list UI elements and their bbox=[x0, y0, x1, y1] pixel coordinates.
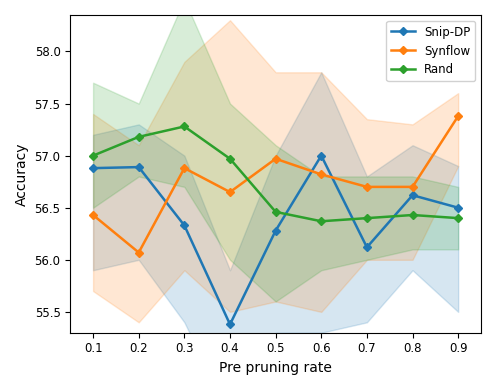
Snip-DP bbox=[90, 166, 96, 170]
Synflow bbox=[90, 213, 96, 217]
Snip-DP bbox=[318, 153, 324, 158]
Line: Snip-DP: Snip-DP bbox=[90, 152, 461, 328]
Synflow bbox=[318, 172, 324, 177]
Rand bbox=[318, 219, 324, 223]
Rand bbox=[182, 124, 187, 129]
Synflow bbox=[182, 166, 187, 170]
Rand bbox=[227, 156, 233, 161]
Legend: Snip-DP, Synflow, Rand: Snip-DP, Synflow, Rand bbox=[386, 21, 475, 81]
Line: Rand: Rand bbox=[90, 123, 461, 224]
Y-axis label: Accuracy: Accuracy bbox=[15, 142, 29, 206]
Rand bbox=[364, 216, 370, 220]
Synflow bbox=[136, 250, 142, 255]
Snip-DP bbox=[273, 228, 279, 233]
Synflow bbox=[227, 190, 233, 195]
Synflow bbox=[410, 184, 416, 189]
Synflow bbox=[273, 156, 279, 161]
Snip-DP bbox=[364, 245, 370, 250]
Synflow bbox=[364, 184, 370, 189]
Rand bbox=[273, 209, 279, 214]
Line: Synflow: Synflow bbox=[90, 113, 461, 255]
Rand bbox=[455, 216, 461, 220]
Snip-DP bbox=[136, 165, 142, 169]
Rand bbox=[136, 135, 142, 139]
Synflow bbox=[455, 114, 461, 119]
Snip-DP bbox=[455, 206, 461, 210]
Rand bbox=[90, 153, 96, 158]
Rand bbox=[410, 213, 416, 217]
X-axis label: Pre pruning rate: Pre pruning rate bbox=[219, 361, 332, 375]
Snip-DP bbox=[227, 322, 233, 327]
Snip-DP bbox=[410, 193, 416, 198]
Snip-DP bbox=[182, 223, 187, 228]
